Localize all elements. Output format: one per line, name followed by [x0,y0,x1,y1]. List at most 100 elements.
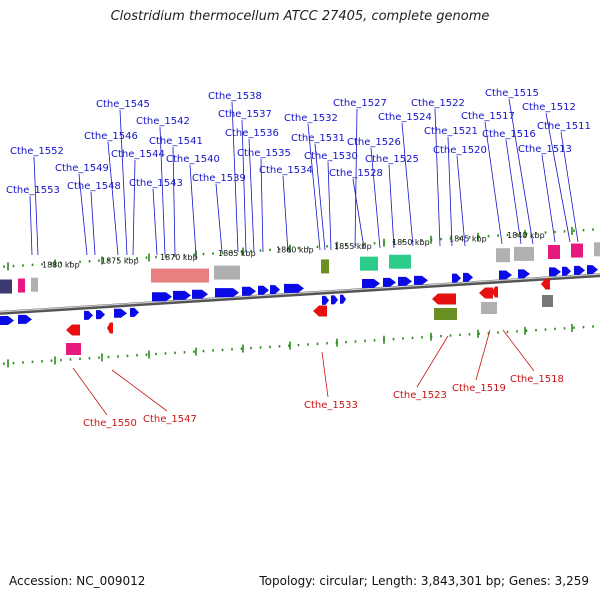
reverse-gene-label: Cthe_1533 [304,400,358,411]
reverse-leader-line [416,335,449,388]
forward-gene-arrow [258,285,269,295]
forward-leader-line [132,159,136,256]
annotation-feature [321,259,329,274]
reverse-gene-arrow [66,324,80,336]
kbp-label: 1840 kbp [507,231,545,240]
kbp-label: 1870 kbp [160,253,198,262]
label-leader-lines [29,98,579,416]
forward-leader-line [388,164,395,249]
forward-leader-line [508,98,534,245]
kbp-label: 1845 kbp [449,235,487,244]
forward-leader-line [484,121,503,245]
forward-gene-label: Cthe_1534 [259,165,313,176]
reverse-feature [66,343,81,355]
reverse-gene-arrow [432,293,456,305]
forward-gene-label: Cthe_1540 [166,154,220,165]
forward-leader-line [90,191,96,256]
reverse-feature [481,302,497,314]
forward-gene-label: Cthe_1516 [482,129,536,140]
forward-gene-arrow [215,288,239,298]
forward-gene-label: Cthe_1552 [10,146,64,157]
forward-leader-line [307,123,321,251]
forward-leader-line [159,126,166,256]
forward-gene-arrow [562,266,571,276]
forward-gene-arrow [549,267,561,277]
forward-leader-line [541,154,556,243]
reverse-gene-arrow [479,287,493,299]
forward-gene-label: Cthe_1520 [433,145,487,156]
forward-leader-line [545,112,571,243]
kbp-label: 1880 kbp [42,260,80,269]
annotation-feature [151,268,209,283]
reverse-gene-label: Cthe_1518 [510,374,564,385]
forward-leader-line [352,178,365,249]
annotation-feature [389,254,411,269]
reverse-strand-genes [66,278,553,355]
forward-leader-line [29,195,33,256]
forward-leader-line [370,147,381,249]
kbp-label: 1855 kbp [334,242,372,251]
forward-leader-line [327,161,332,251]
annotation-feature [214,265,240,280]
forward-gene-arrow [284,283,304,293]
kbp-label: 1860 kbp [276,246,314,255]
forward-gene-label: Cthe_1525 [365,154,419,165]
forward-gene-arrow [242,286,256,296]
forward-gene-arrow [130,307,139,317]
reverse-gene-arrow [107,322,113,334]
forward-gene-arrow [173,290,191,300]
forward-gene-arrow [331,295,338,305]
forward-gene-arrow [452,273,461,283]
forward-gene-arrow [414,275,428,285]
forward-leader-line [172,146,176,256]
forward-strand-genes [0,242,600,325]
forward-gene-label: Cthe_1545 [96,99,150,110]
forward-gene-arrow [398,276,412,286]
reverse-gene-arrow [313,305,327,317]
backbone-line [0,273,600,315]
annotation-feature [360,256,378,271]
forward-leader-line [314,143,326,251]
forward-gene-arrow [0,315,14,325]
forward-leader-line [447,136,453,247]
forward-leader-line [282,175,289,253]
annotation-feature [18,278,25,293]
accession-info: Accession: NC_009012 [9,574,146,588]
annotation-feature [31,277,38,292]
forward-gene-label: Cthe_1517 [461,111,515,122]
forward-gene-arrow [463,272,473,282]
forward-leader-line [248,138,255,253]
forward-gene-label: Cthe_1536 [225,128,279,139]
forward-gene-label: Cthe_1541 [149,136,203,147]
forward-gene-label: Cthe_1524 [378,112,432,123]
dna-backbone [0,273,600,315]
forward-gene-label: Cthe_1532 [284,113,338,124]
forward-gene-label: Cthe_1511 [537,121,591,132]
forward-leader-line [560,131,579,243]
forward-leader-line [107,141,119,256]
forward-leader-line [215,183,223,253]
forward-gene-arrow [84,310,93,320]
reverse-feature [434,308,457,320]
forward-leader-line [401,122,414,247]
forward-gene-arrow [322,295,329,305]
forward-gene-label: Cthe_1544 [111,149,165,160]
reverse-feature [542,295,553,307]
forward-leader-line [354,108,358,249]
kbp-label: 1865 kbp [218,249,256,258]
forward-gene-label: Cthe_1528 [329,168,383,179]
reverse-gene-label: Cthe_1519 [452,383,506,394]
forward-gene-label: Cthe_1548 [67,181,121,192]
forward-gene-arrow [114,308,127,318]
forward-gene-label: Cthe_1535 [237,148,291,159]
forward-leader-line [189,164,197,256]
reverse-gene-arrow [492,286,498,298]
forward-leader-line [78,173,88,256]
forward-gene-label: Cthe_1531 [291,133,345,144]
reverse-leader-line [475,329,491,381]
reverse-gene-label: Cthe_1523 [393,390,447,401]
backbone-highlight [0,273,600,313]
forward-gene-label: Cthe_1538 [208,91,262,102]
forward-leader-line [119,109,128,256]
forward-gene-label: Cthe_1512 [522,102,576,113]
